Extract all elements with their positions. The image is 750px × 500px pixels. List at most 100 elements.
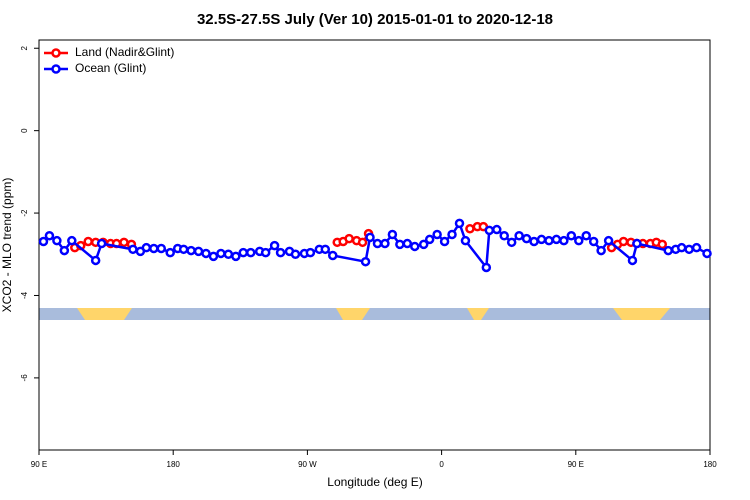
point <box>216 248 226 259</box>
point <box>481 262 492 273</box>
surface-strip <box>39 308 710 320</box>
ocean-strip <box>39 308 710 320</box>
x-tick-label: 180 <box>167 460 181 469</box>
y-tick-label: -2 <box>20 209 29 217</box>
point <box>290 249 301 260</box>
point <box>492 224 502 235</box>
point <box>402 238 413 249</box>
point <box>657 239 668 250</box>
point <box>320 244 331 255</box>
point <box>38 236 49 247</box>
land-patch <box>467 308 489 320</box>
y-tick-label: -4 <box>20 291 29 299</box>
x-tick-label: 180 <box>703 460 717 469</box>
point <box>432 229 442 240</box>
point <box>165 247 175 258</box>
point <box>44 230 55 241</box>
plot-frame <box>38 39 711 451</box>
land-patch <box>77 308 132 320</box>
point <box>499 230 509 241</box>
point <box>521 233 532 244</box>
point <box>260 247 271 258</box>
point <box>514 230 524 241</box>
point <box>96 238 107 249</box>
point <box>395 239 405 250</box>
point <box>360 256 371 267</box>
point <box>83 236 93 247</box>
point <box>178 244 189 255</box>
y-tick-label: 2 <box>20 45 29 50</box>
point <box>506 237 517 248</box>
point <box>357 237 368 248</box>
point <box>460 235 471 246</box>
point <box>684 244 694 255</box>
point <box>447 229 457 240</box>
point <box>574 235 584 246</box>
point <box>603 235 614 246</box>
land-patch <box>336 308 370 320</box>
point <box>618 236 629 247</box>
point <box>372 238 383 249</box>
point <box>529 236 539 247</box>
point <box>566 230 577 241</box>
point <box>627 255 638 266</box>
point <box>544 235 554 246</box>
point <box>484 225 495 236</box>
y-tick-label: -6 <box>20 374 29 382</box>
point <box>128 244 138 255</box>
y-tick-label: 0 <box>20 128 29 133</box>
point <box>223 249 234 260</box>
point <box>52 235 62 246</box>
legend-label: Land (Nadir&Glint) <box>75 45 174 59</box>
point <box>208 251 219 262</box>
point <box>245 247 256 258</box>
x-tick-label: 90 E <box>568 460 584 469</box>
point <box>186 245 196 256</box>
point <box>119 237 129 248</box>
point <box>596 245 606 256</box>
x-tick-label: 0 <box>439 460 444 469</box>
point <box>305 247 316 258</box>
point <box>559 235 569 246</box>
point <box>632 238 642 249</box>
point <box>380 238 390 249</box>
point <box>327 250 338 261</box>
point <box>663 245 673 256</box>
y-axis-label: XCO2 - MLO trend (ppm) <box>0 178 14 313</box>
point <box>149 243 159 254</box>
point <box>201 248 211 259</box>
point <box>365 232 375 243</box>
legend-marker <box>51 64 61 74</box>
legend-marker <box>51 48 61 58</box>
point <box>59 245 70 256</box>
legend-label: Ocean (Glint) <box>75 61 146 75</box>
x-tick-label: 90 E <box>31 460 47 469</box>
point <box>676 242 687 253</box>
point <box>702 248 712 259</box>
point <box>418 239 429 250</box>
point <box>387 229 398 240</box>
land-patch <box>613 308 670 320</box>
point <box>551 234 562 245</box>
x-tick-label: 90 W <box>298 460 317 469</box>
point <box>141 242 152 253</box>
point <box>67 235 77 246</box>
point <box>344 233 354 244</box>
point <box>691 242 702 253</box>
chart-title: 32.5S-27.5S July (Ver 10) 2015-01-01 to … <box>197 11 553 28</box>
point <box>275 247 286 258</box>
point <box>269 240 280 251</box>
point <box>90 255 101 266</box>
point <box>410 241 420 252</box>
point <box>581 230 591 241</box>
point <box>156 243 167 254</box>
point <box>238 247 249 258</box>
point <box>439 236 450 247</box>
point <box>588 236 599 247</box>
x-axis-label: Longitude (deg E) <box>327 475 422 489</box>
point <box>231 251 241 262</box>
point <box>454 218 465 229</box>
point <box>424 234 435 245</box>
point <box>193 246 204 257</box>
